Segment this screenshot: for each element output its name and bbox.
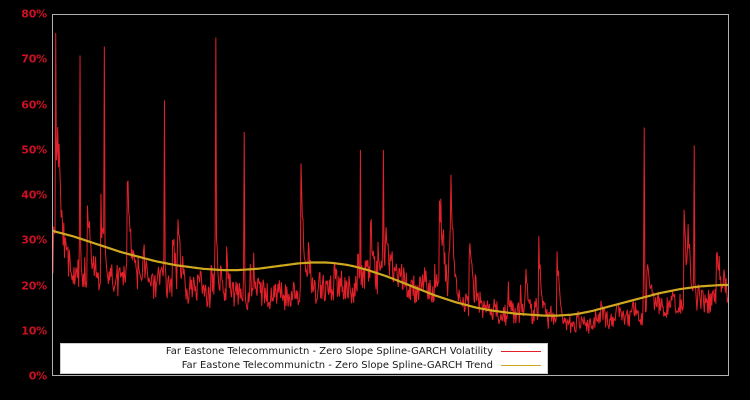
legend-item-trend: Far Eastone Telecommunictn - Zero Slope …: [61, 359, 541, 373]
legend-label-volatility: Far Eastone Telecommunictn - Zero Slope …: [165, 346, 493, 357]
legend-label-trend: Far Eastone Telecommunictn - Zero Slope …: [181, 360, 493, 371]
plot-area: [52, 14, 729, 376]
y-axis-tick-label: 60%: [21, 98, 47, 111]
y-axis-tick-label: 70%: [21, 52, 47, 66]
legend-swatch-volatility-line-icon: [501, 351, 541, 352]
legend-swatch-trend-line-icon: [501, 365, 541, 366]
volatility-series-path: [53, 33, 728, 334]
y-axis: 0% 10% 20% 30% 40% 50% 60% 70% 80%: [0, 0, 52, 400]
legend: Far Eastone Telecommunictn - Zero Slope …: [60, 343, 548, 374]
y-axis-tick-label: 0%: [28, 369, 47, 383]
legend-item-volatility: Far Eastone Telecommunictn - Zero Slope …: [61, 345, 541, 359]
y-axis-tick-label: 30%: [21, 233, 47, 247]
plot-inner: [53, 15, 728, 375]
y-axis-tick-label: 10%: [21, 324, 47, 338]
trend-series-path: [53, 231, 728, 316]
y-axis-tick-label: 50%: [21, 143, 47, 157]
series-canvas: [53, 15, 728, 375]
y-axis-tick-label: 80%: [21, 7, 47, 21]
y-axis-tick-label: 20%: [21, 279, 47, 292]
y-axis-tick-label: 40%: [21, 188, 47, 202]
